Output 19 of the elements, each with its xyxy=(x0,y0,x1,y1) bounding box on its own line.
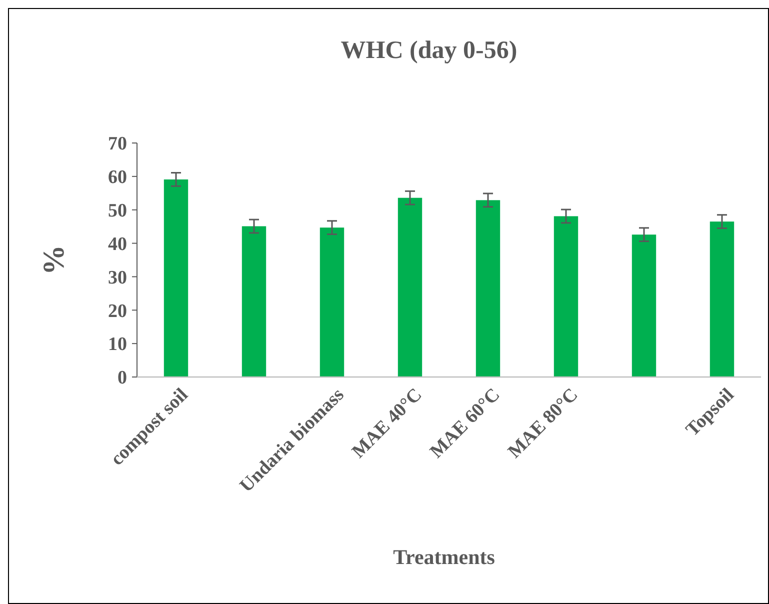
bar xyxy=(320,228,344,377)
y-tick-label: 30 xyxy=(108,267,127,288)
y-tick-label: 70 xyxy=(108,134,127,155)
x-axis-title: Treatments xyxy=(393,545,495,569)
chart-title: WHC (day 0-56) xyxy=(340,37,518,64)
y-axis-title: % xyxy=(38,245,70,275)
y-tick-label: 10 xyxy=(108,334,127,356)
y-tick-label: 40 xyxy=(108,234,127,255)
y-tick-label: 50 xyxy=(108,200,127,222)
bar xyxy=(632,234,656,377)
bar xyxy=(164,179,188,377)
y-tick-label: 60 xyxy=(108,167,127,188)
bar xyxy=(476,200,500,377)
bar xyxy=(554,216,578,377)
bar xyxy=(398,198,422,377)
bar xyxy=(242,226,266,377)
bar xyxy=(710,222,734,377)
y-tick-label: 0 xyxy=(118,368,127,389)
y-tick-label: 20 xyxy=(108,300,127,322)
